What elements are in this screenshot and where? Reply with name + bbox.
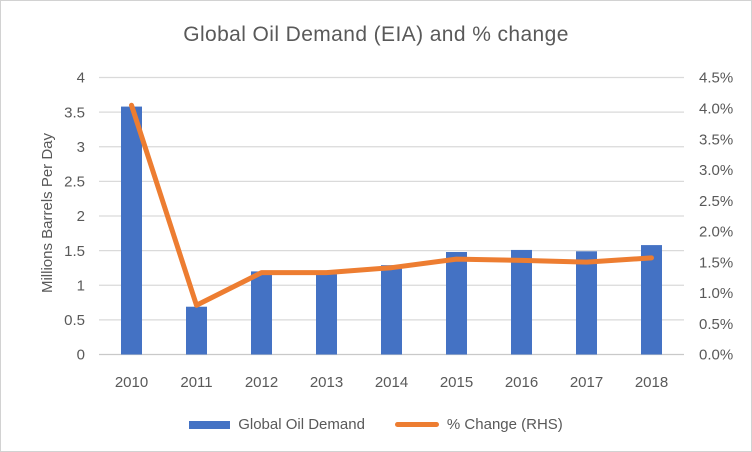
left-axis-tick-label: 2 [77,208,85,225]
left-axis-tick-label: 3 [77,139,85,156]
right-axis-tick-label: 1.0% [699,285,733,302]
left-axis-tick-label: 1.5 [64,243,85,260]
bar-2013 [316,274,337,355]
legend-item-percent-change: % Change (RHS) [394,416,563,433]
x-axis-label-2011: 2011 [180,374,212,391]
bar-2015 [446,252,467,355]
right-axis-tick-label: 2.0% [699,224,733,241]
legend-item-global-oil-demand: Global Oil Demand [189,416,365,433]
right-axis-tick-label: 0.0% [699,347,733,364]
x-axis-label-2014: 2014 [375,374,408,391]
x-axis-label-2015: 2015 [440,374,473,391]
line-series-swatch-icon [394,422,439,427]
bar-2014 [381,265,402,355]
left-axis-tick-label: 3.5 [64,104,85,121]
bar-series-swatch-icon [189,420,231,429]
right-axis-tick-label: 3.5% [699,131,733,148]
bar-2016 [511,249,532,355]
right-axis-tick-label: 1.5% [699,254,733,271]
x-axis-label-2016: 2016 [505,374,538,391]
bar-2010 [121,106,142,355]
chart-title: Global Oil Demand (EIA) and % change [183,23,569,46]
left-axis-tick-label: 2.5 [64,174,85,191]
right-axis-tick-label: 2.5% [699,193,733,210]
left-axis-tick-label: 4 [77,70,85,87]
legend-label: % Change (RHS) [446,416,563,433]
bar-2017 [576,251,597,355]
right-axis-tick-label: 4.0% [699,100,733,117]
right-axis-tick-label: 0.5% [699,316,733,333]
x-axis-label-2010: 2010 [115,374,148,391]
x-axis-label-2018: 2018 [635,374,668,391]
legend-label: Global Oil Demand [238,416,365,433]
percent-change-line [129,102,654,308]
left-axis-tick-label: 0 [77,347,85,364]
bar-2018 [641,245,662,355]
bar-2011 [186,306,207,355]
legend: Global Oil Demand % Change (RHS) [1,416,751,433]
x-axis-label-2017: 2017 [570,374,603,391]
left-axis-tick-label: 0.5 [64,312,85,329]
left-axis-tick-label: 1 [77,277,85,294]
right-axis-tick-label: 4.5% [699,70,733,87]
x-axis-label-2013: 2013 [310,374,343,391]
bar-2012 [251,271,272,355]
right-axis-tick-label: 3.0% [699,162,733,179]
x-axis-label-2012: 2012 [245,374,278,391]
